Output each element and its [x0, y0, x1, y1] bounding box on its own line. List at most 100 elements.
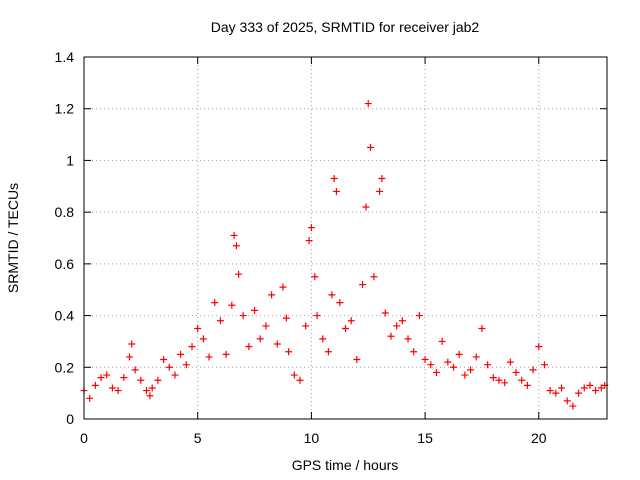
data-point	[262, 322, 270, 330]
data-point	[148, 384, 156, 392]
data-point	[332, 187, 340, 195]
data-point	[177, 350, 185, 358]
data-point	[328, 291, 336, 299]
data-point	[205, 353, 213, 361]
data-point	[501, 379, 509, 387]
data-point	[313, 312, 321, 320]
data-point	[535, 343, 543, 351]
data-point	[239, 312, 247, 320]
data-point	[143, 387, 151, 395]
data-point	[154, 376, 162, 384]
data-point	[381, 309, 389, 317]
data-point	[592, 387, 600, 395]
data-point	[467, 366, 475, 374]
data-point	[444, 358, 452, 366]
y-tick-label: 1	[66, 152, 74, 168]
data-point	[311, 273, 319, 281]
x-axis-label: GPS time / hours	[292, 457, 399, 473]
data-point	[268, 291, 276, 299]
data-point	[120, 374, 128, 382]
data-point	[182, 361, 190, 369]
data-point	[273, 340, 281, 348]
data-point	[216, 317, 224, 325]
data-point	[279, 283, 287, 291]
y-axis-label: SRMTID / TECUs	[5, 183, 21, 293]
data-point	[518, 376, 526, 384]
data-point	[97, 374, 105, 382]
data-point	[523, 381, 531, 389]
plot-frame	[83, 56, 608, 420]
data-point	[330, 175, 338, 183]
data-point	[387, 332, 395, 340]
data-point	[307, 224, 315, 232]
data-point	[171, 371, 179, 379]
grid	[84, 57, 607, 419]
data-point	[305, 237, 313, 245]
data-point	[296, 376, 304, 384]
y-tick-label: 1.2	[55, 101, 75, 117]
data-point	[211, 299, 219, 307]
data-points	[80, 100, 609, 410]
data-point	[285, 348, 293, 356]
data-point	[367, 144, 375, 151]
data-point	[404, 335, 412, 343]
data-point	[398, 317, 406, 325]
x-tick-label: 10	[304, 430, 320, 446]
data-point	[160, 356, 168, 364]
data-point	[580, 384, 588, 392]
data-point	[586, 381, 594, 389]
data-point	[415, 312, 423, 320]
data-point	[410, 348, 418, 356]
data-point	[128, 340, 136, 348]
data-point	[290, 371, 298, 379]
y-tick-label: 1.4	[55, 49, 75, 65]
data-point	[235, 270, 243, 278]
data-point	[165, 363, 173, 371]
data-point	[114, 387, 122, 395]
data-point	[450, 363, 458, 371]
data-point	[359, 281, 367, 289]
data-point	[552, 389, 560, 397]
data-point	[376, 187, 384, 195]
data-point	[131, 366, 139, 374]
data-point	[228, 301, 236, 309]
data-point	[575, 389, 583, 397]
data-point	[558, 384, 566, 392]
data-point	[569, 402, 577, 410]
y-tick-label: 0	[66, 411, 74, 427]
data-point	[199, 335, 207, 343]
data-point	[125, 353, 133, 361]
y-tick-label: 0.8	[55, 204, 75, 220]
data-point	[506, 358, 514, 366]
data-point	[230, 231, 238, 239]
data-point	[432, 368, 440, 376]
data-point	[282, 314, 290, 322]
data-point	[495, 376, 503, 384]
data-point	[324, 348, 332, 356]
data-point	[232, 242, 240, 250]
data-point	[245, 343, 253, 351]
data-point	[378, 175, 386, 183]
x-tick-label: 0	[80, 430, 88, 446]
x-tick-label: 20	[531, 430, 547, 446]
data-point	[347, 317, 355, 325]
data-point	[540, 361, 548, 369]
data-point	[86, 394, 94, 402]
data-point	[362, 203, 370, 211]
y-tick-label: 0.6	[55, 256, 75, 272]
data-point	[484, 361, 492, 369]
data-point	[489, 374, 497, 382]
data-point	[353, 356, 361, 364]
data-point	[427, 361, 435, 369]
data-point	[370, 273, 378, 281]
data-point	[256, 335, 264, 343]
data-point	[455, 350, 463, 358]
data-point	[529, 366, 537, 374]
data-point	[563, 397, 571, 405]
data-point	[421, 356, 429, 364]
y-tick-label: 0.4	[55, 308, 75, 324]
data-point	[319, 335, 327, 343]
data-point	[364, 100, 372, 108]
data-point	[546, 387, 554, 395]
x-tick-label: 15	[417, 430, 433, 446]
